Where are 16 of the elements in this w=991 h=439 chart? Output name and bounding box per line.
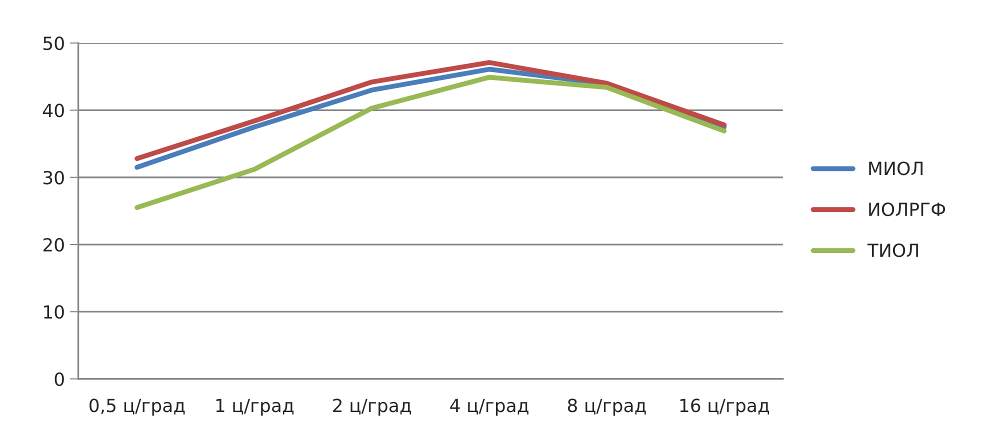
x-tick-label: 2 ц/град bbox=[333, 398, 411, 416]
x-tick-label: 4 ц/град bbox=[450, 398, 528, 416]
x-tick-label: 1 ц/град bbox=[216, 398, 294, 416]
legend-label: ТИОЛ bbox=[867, 243, 918, 258]
y-tick-label: 40 bbox=[43, 104, 64, 118]
x-tick-label: 16 ц/град bbox=[680, 398, 770, 416]
legend-label: МИОЛ bbox=[869, 162, 922, 176]
y-tick-label: 20 bbox=[43, 238, 64, 252]
legend-label: ИОЛРГФ bbox=[869, 202, 946, 216]
line-series bbox=[134, 74, 727, 210]
x-tick-label: 0,5 ц/град bbox=[90, 398, 185, 416]
y-tick-label: 10 bbox=[44, 305, 64, 319]
y-tick-label: 30 bbox=[43, 170, 64, 184]
x-tick-label: 8 ц/град bbox=[568, 398, 646, 416]
y-tick-label: 0 bbox=[54, 372, 64, 386]
y-tick-label: 50 bbox=[44, 36, 64, 50]
